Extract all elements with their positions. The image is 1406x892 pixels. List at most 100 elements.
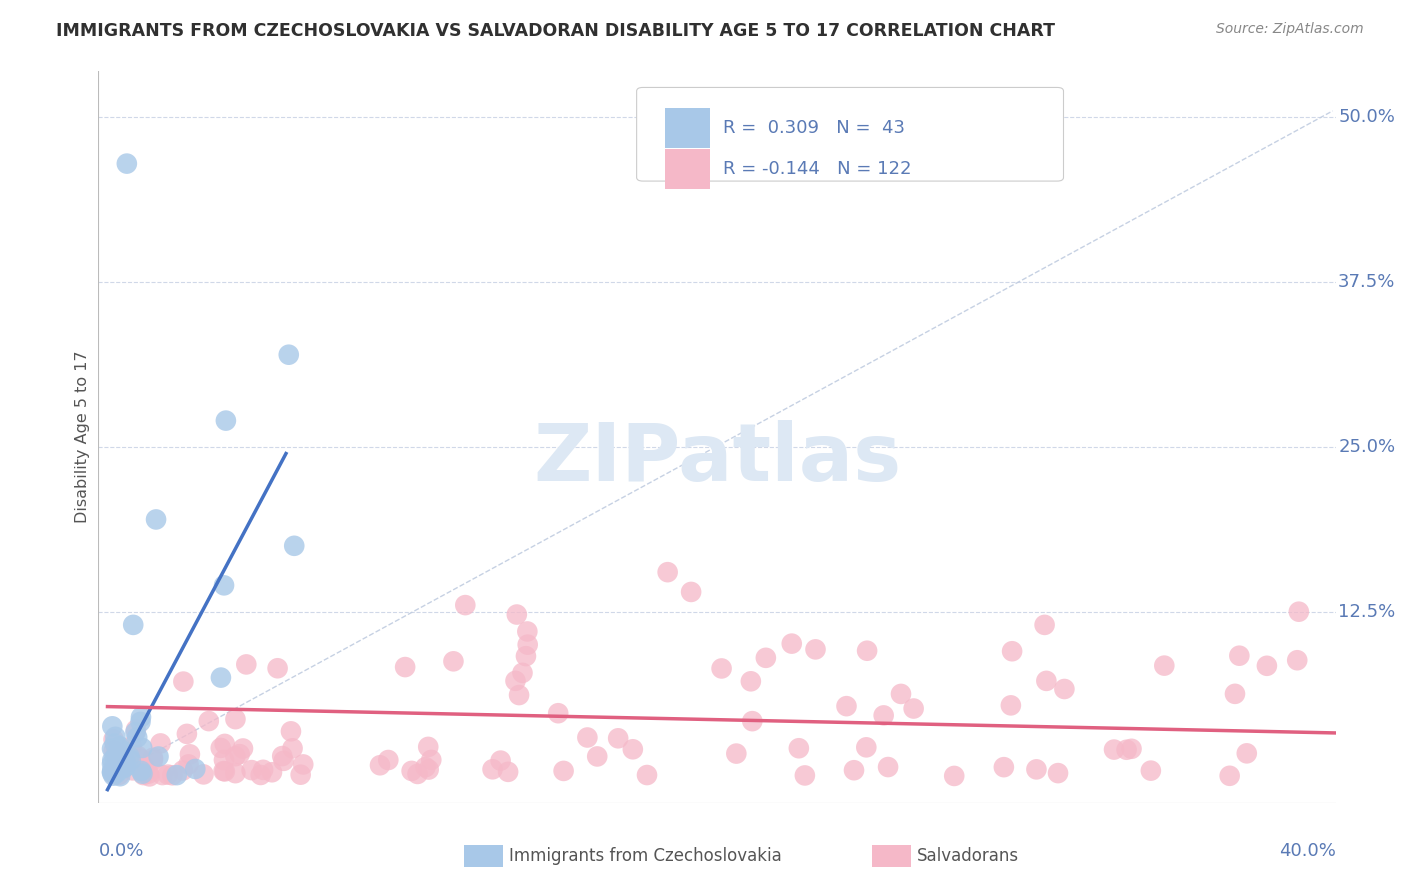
Point: [101, 741, 124, 756]
Point: [793, 768, 815, 782]
Point: [240, 763, 263, 777]
Point: [104, 750, 127, 764]
Point: [177, 757, 200, 772]
Point: [235, 657, 257, 672]
Point: [111, 760, 134, 774]
Point: [260, 765, 283, 780]
Text: Salvadorans: Salvadorans: [917, 847, 1019, 865]
Point: [657, 565, 679, 579]
Y-axis label: Disability Age 5 to 17: Disability Age 5 to 17: [75, 351, 90, 524]
Point: [127, 748, 149, 763]
Point: [103, 732, 125, 747]
Point: [132, 768, 155, 782]
Point: [162, 768, 184, 782]
Point: [101, 753, 124, 767]
Point: [156, 767, 179, 781]
Point: [855, 740, 877, 755]
Point: [212, 764, 235, 778]
Point: [394, 660, 416, 674]
Point: [107, 752, 129, 766]
Point: [1223, 687, 1246, 701]
Point: [112, 761, 135, 775]
Point: [224, 749, 246, 764]
Point: [111, 750, 134, 764]
Point: [515, 649, 537, 664]
Point: [103, 764, 125, 778]
Text: 40.0%: 40.0%: [1279, 842, 1336, 861]
Point: [903, 701, 925, 715]
Text: IMMIGRANTS FROM CZECHOSLOVAKIA VS SALVADORAN DISABILITY AGE 5 TO 17 CORRELATION : IMMIGRANTS FROM CZECHOSLOVAKIA VS SALVAD…: [56, 22, 1056, 40]
Point: [741, 714, 763, 728]
Text: R =  0.309   N =  43: R = 0.309 N = 43: [723, 120, 905, 137]
Point: [496, 764, 519, 779]
Point: [1001, 644, 1024, 658]
Point: [1000, 698, 1022, 713]
Point: [271, 749, 294, 764]
Point: [108, 740, 131, 755]
Bar: [665, 108, 710, 148]
Point: [1153, 658, 1175, 673]
Point: [890, 687, 912, 701]
Point: [586, 749, 609, 764]
Point: [132, 764, 155, 779]
Point: [214, 737, 236, 751]
Point: [1288, 605, 1310, 619]
Point: [103, 769, 125, 783]
Point: [1227, 648, 1250, 663]
Point: [1286, 653, 1309, 667]
Point: [148, 749, 170, 764]
Point: [228, 747, 250, 761]
Text: Source: ZipAtlas.com: Source: ZipAtlas.com: [1216, 22, 1364, 37]
Point: [104, 764, 127, 778]
Point: [368, 758, 391, 772]
Point: [576, 731, 599, 745]
Point: [290, 767, 312, 781]
Point: [1236, 747, 1258, 761]
Point: [266, 661, 288, 675]
Point: [454, 598, 477, 612]
Point: [108, 769, 131, 783]
Point: [108, 768, 131, 782]
Point: [101, 764, 124, 778]
Point: [125, 723, 148, 737]
Point: [209, 671, 232, 685]
Point: [103, 767, 125, 781]
Point: [118, 749, 141, 764]
Text: 25.0%: 25.0%: [1339, 438, 1395, 456]
Text: 50.0%: 50.0%: [1339, 109, 1395, 127]
Point: [418, 763, 440, 777]
Point: [184, 762, 207, 776]
Point: [121, 739, 143, 754]
Point: [120, 755, 142, 769]
Point: [872, 708, 894, 723]
Point: [172, 764, 194, 778]
FancyBboxPatch shape: [637, 87, 1063, 181]
Point: [280, 724, 302, 739]
Point: [508, 688, 530, 702]
Point: [105, 765, 128, 780]
Point: [787, 741, 810, 756]
Point: [152, 768, 174, 782]
Point: [103, 744, 125, 758]
Point: [103, 758, 125, 772]
Text: 12.5%: 12.5%: [1339, 603, 1395, 621]
Point: [755, 650, 778, 665]
Point: [101, 756, 124, 771]
Point: [505, 673, 527, 688]
Point: [166, 768, 188, 782]
Point: [1115, 743, 1137, 757]
Point: [1035, 673, 1057, 688]
Point: [142, 753, 165, 767]
Point: [283, 539, 305, 553]
Point: [111, 744, 134, 758]
Point: [124, 725, 146, 739]
Text: 37.5%: 37.5%: [1339, 273, 1396, 291]
Point: [489, 754, 512, 768]
Point: [553, 764, 575, 778]
Point: [232, 741, 254, 756]
Point: [1025, 763, 1047, 777]
Point: [122, 618, 145, 632]
Point: [1140, 764, 1163, 778]
Point: [406, 767, 429, 781]
Point: [176, 727, 198, 741]
